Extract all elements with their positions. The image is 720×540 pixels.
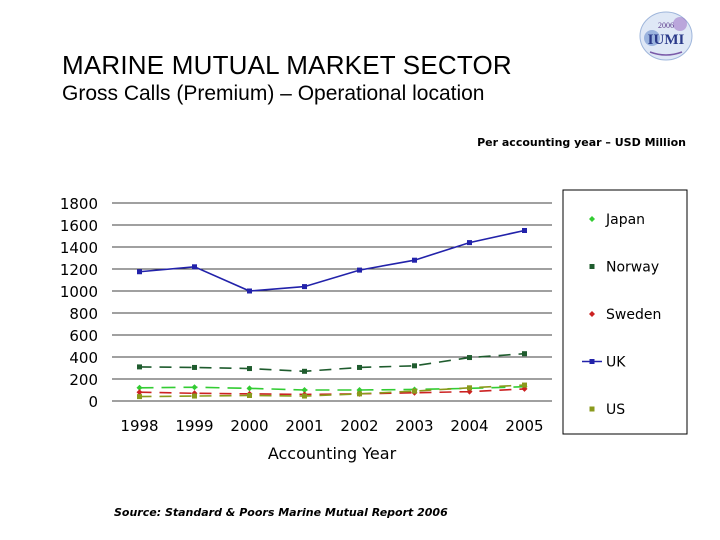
x-axis-label: Accounting Year — [268, 444, 397, 463]
legend-marker — [589, 359, 595, 364]
y-tick-label: 1200 — [60, 261, 98, 279]
legend-label: US — [606, 402, 625, 418]
series-line-norway — [139, 352, 525, 373]
data-point — [412, 388, 417, 394]
y-tick-labels: 0 200 400 600 800 1000 1200 1400 1600 1800 — [60, 195, 98, 411]
y-tick-label: 1000 — [60, 283, 98, 301]
x-tick-label: 2004 — [450, 417, 488, 435]
x-tick-label: 2001 — [285, 417, 323, 435]
data-point — [467, 240, 472, 246]
y-tick-label: 200 — [69, 371, 98, 389]
data-point — [191, 384, 198, 391]
data-point — [192, 393, 197, 399]
data-point — [522, 382, 527, 388]
y-tick-label: 0 — [88, 393, 98, 411]
data-point — [247, 366, 252, 372]
data-point — [301, 387, 308, 393]
data-point — [136, 384, 143, 391]
data-point — [192, 264, 197, 270]
series-line-uk — [139, 229, 525, 292]
series-lines — [136, 228, 528, 400]
series-uk — [137, 228, 527, 294]
data-point — [136, 389, 143, 396]
y-tick-label: 1600 — [60, 217, 98, 235]
y-tick-label: 1800 — [60, 195, 98, 213]
iumi-logo: 2006 IUMI — [636, 8, 696, 64]
chart-grid — [112, 202, 552, 402]
x-tick-label: 1999 — [175, 417, 213, 435]
y-tick-label: 1400 — [60, 239, 98, 257]
data-point — [137, 269, 142, 275]
legend-marker — [589, 264, 595, 269]
legend-label: Japan — [605, 212, 645, 228]
y-tick-label: 800 — [69, 305, 98, 323]
legend-label: Sweden — [606, 307, 661, 323]
legend-marker — [589, 406, 595, 412]
legend-item-sweden: Sweden — [589, 307, 661, 323]
data-point — [302, 284, 307, 290]
x-tick-label: 1998 — [120, 417, 158, 435]
slide-title: MARINE MUTUAL MARKET SECTOR — [62, 50, 512, 80]
series-line-us — [139, 384, 525, 398]
legend-item-norway: Norway — [589, 260, 659, 276]
logo-text: IUMI — [648, 32, 685, 48]
legend-item-uk: UK — [582, 355, 626, 371]
series-us — [137, 382, 527, 400]
legend-box — [562, 189, 688, 435]
data-point — [522, 351, 527, 357]
x-tick-labels: 1998 1999 2000 2001 2002 2003 2004 2005 — [120, 417, 543, 435]
legend-item-us: US — [589, 402, 625, 418]
data-point — [246, 385, 253, 392]
data-point — [192, 364, 197, 370]
data-point — [357, 391, 362, 397]
data-point — [357, 364, 362, 370]
x-tick-label: 2003 — [395, 417, 433, 435]
logo-year: 2006 — [658, 21, 674, 30]
legend-label: UK — [606, 355, 626, 371]
units-note: Per accounting year – USD Million — [477, 136, 686, 149]
data-point — [302, 393, 307, 399]
x-tick-label: 2000 — [230, 417, 268, 435]
x-tick-label: 2005 — [505, 417, 543, 435]
data-point — [467, 385, 472, 391]
data-point — [357, 267, 362, 273]
data-point — [137, 364, 142, 370]
data-point — [247, 288, 252, 294]
legend: Japan Norway Sweden UK US — [582, 212, 661, 418]
data-point — [137, 394, 142, 400]
series-line-sweden — [139, 388, 525, 396]
data-point — [412, 363, 417, 369]
y-tick-label: 600 — [69, 327, 98, 345]
x-tick-label: 2002 — [340, 417, 378, 435]
series-norway — [137, 351, 527, 374]
source-note: Source: Standard & Poors Marine Mutual R… — [114, 506, 448, 519]
data-point — [247, 393, 252, 398]
slide-subtitle: Gross Calls (Premium) – Operational loca… — [62, 82, 485, 105]
legend-item-japan: Japan — [589, 212, 645, 228]
data-point — [302, 368, 307, 374]
y-tick-label: 400 — [69, 349, 98, 367]
legend-label: Norway — [606, 260, 659, 276]
legend-marker — [589, 216, 595, 222]
legend-marker — [589, 311, 595, 317]
data-point — [522, 228, 527, 233]
data-point — [412, 257, 417, 263]
data-point — [467, 355, 472, 361]
